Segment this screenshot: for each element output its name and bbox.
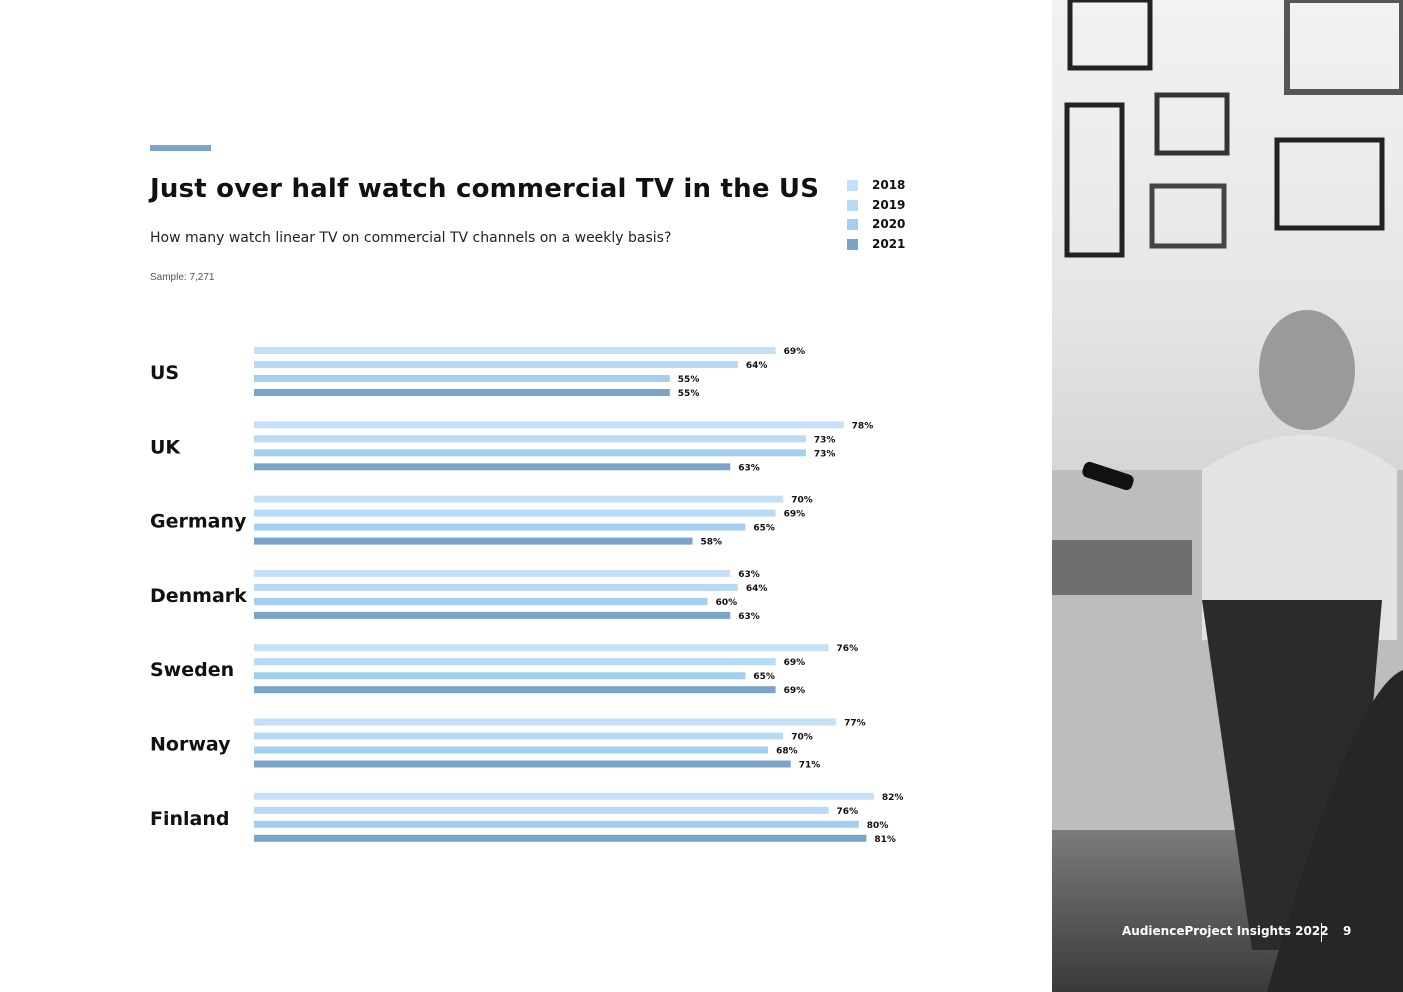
bar-2020 bbox=[254, 375, 670, 382]
bar-value-label: 76% bbox=[837, 807, 859, 817]
bar-2019 bbox=[254, 658, 776, 666]
bar-2020 bbox=[254, 746, 769, 754]
bar-value-label: 64% bbox=[746, 361, 768, 371]
bar-value-label: 63% bbox=[738, 463, 760, 473]
bar-value-label: 65% bbox=[753, 524, 775, 534]
bar-value-label: 69% bbox=[784, 347, 806, 357]
bar-value-label: 76% bbox=[837, 644, 859, 654]
bar-value-label: 80% bbox=[867, 821, 889, 831]
country-label: Norway bbox=[150, 734, 231, 756]
bar-value-label: 73% bbox=[814, 435, 836, 445]
country-label: Sweden bbox=[150, 659, 234, 681]
bar-value-label: 68% bbox=[776, 747, 798, 757]
country-label: Germany bbox=[150, 511, 247, 533]
legend-swatch bbox=[847, 199, 858, 211]
legend-swatch bbox=[847, 180, 858, 191]
footer-divider bbox=[1321, 923, 1322, 942]
bar-value-label: 69% bbox=[784, 658, 806, 668]
bar-2019 bbox=[254, 583, 738, 591]
chart-subtitle: How many watch linear TV on commercial T… bbox=[150, 230, 672, 246]
photo-illustration bbox=[1052, 0, 1403, 992]
remote-control bbox=[1082, 461, 1134, 491]
legend-label: 2020 bbox=[872, 217, 906, 232]
wall-frame bbox=[1284, 0, 1403, 95]
bar-2018 bbox=[254, 644, 829, 652]
bar-value-label: 58% bbox=[700, 538, 722, 548]
country-label: UK bbox=[150, 436, 181, 458]
sample-size: Sample: 7,271 bbox=[150, 272, 215, 283]
chair-foreground bbox=[1267, 670, 1403, 992]
bar-2019 bbox=[254, 509, 776, 517]
bar-2021 bbox=[254, 760, 791, 768]
footer-brand: AudienceProject Insights 2022 bbox=[1122, 924, 1329, 938]
bar-value-label: 63% bbox=[738, 612, 760, 622]
title-accent-bar bbox=[150, 145, 211, 151]
bar-2019 bbox=[254, 806, 829, 814]
bar-2018 bbox=[254, 569, 731, 577]
bar-value-label: 63% bbox=[738, 570, 760, 580]
bar-2020 bbox=[254, 523, 746, 531]
bar-2021 bbox=[254, 463, 731, 471]
bar-2018 bbox=[254, 347, 776, 354]
legend-label: 2021 bbox=[872, 237, 906, 252]
bar-2021 bbox=[254, 686, 776, 694]
bar-value-label: 70% bbox=[791, 496, 813, 506]
bar-2020 bbox=[254, 449, 806, 457]
country-label: Denmark bbox=[150, 585, 247, 607]
bar-2021 bbox=[254, 611, 731, 619]
bar-value-label: 69% bbox=[784, 686, 806, 696]
bar-value-label: 64% bbox=[746, 584, 768, 594]
wall-frame bbox=[1154, 92, 1230, 156]
bar-value-label: 71% bbox=[799, 761, 821, 771]
bar-2019 bbox=[254, 435, 806, 443]
bar-value-label: 73% bbox=[814, 449, 836, 459]
legend-label: 2019 bbox=[872, 197, 906, 212]
wall-frame bbox=[1064, 102, 1125, 258]
page-title: Just over half watch commercial TV in th… bbox=[150, 174, 820, 204]
bar-value-label: 69% bbox=[784, 510, 806, 520]
legend-swatch bbox=[847, 239, 858, 251]
bar-value-label: 78% bbox=[852, 421, 874, 431]
country-label: US bbox=[150, 362, 179, 384]
bar-2018 bbox=[254, 421, 844, 429]
bar-2018 bbox=[254, 718, 837, 726]
person-sweater bbox=[1202, 435, 1397, 640]
tv-viewer-photo bbox=[1052, 0, 1403, 992]
bar-chart: US 69% 64% 55% 55% UK 78% 73% 73% 63% Germany 70% 69… bbox=[150, 347, 904, 845]
wall-frame bbox=[1149, 183, 1227, 249]
bar-value-label: 60% bbox=[716, 598, 738, 608]
bar-2020 bbox=[254, 597, 708, 605]
bar-2020 bbox=[254, 672, 746, 680]
bar-2021 bbox=[254, 389, 670, 396]
legend-label: 2018 bbox=[872, 178, 906, 192]
wall-frame bbox=[1067, 0, 1153, 71]
bar-2018 bbox=[254, 495, 784, 503]
bar-value-label: 81% bbox=[874, 835, 896, 845]
bar-value-label: 65% bbox=[753, 672, 775, 682]
person-head bbox=[1259, 310, 1355, 430]
bar-value-label: 70% bbox=[791, 733, 813, 743]
bar-2019 bbox=[254, 732, 784, 740]
country-label: Finland bbox=[150, 808, 229, 830]
page-number: 9 bbox=[1343, 924, 1352, 938]
bar-2019 bbox=[254, 361, 738, 368]
patterned-cushion bbox=[1052, 540, 1192, 595]
bar-2021 bbox=[254, 834, 867, 842]
bar-value-label: 55% bbox=[678, 389, 700, 399]
bar-value-label: 55% bbox=[678, 375, 700, 385]
bar-value-label: 77% bbox=[844, 719, 866, 729]
bar-2021 bbox=[254, 537, 693, 545]
bar-2018 bbox=[254, 792, 874, 800]
wall-frame bbox=[1274, 137, 1385, 231]
bar-2020 bbox=[254, 820, 859, 828]
legend-swatch bbox=[847, 219, 858, 231]
bar-value-label: 82% bbox=[882, 793, 904, 803]
